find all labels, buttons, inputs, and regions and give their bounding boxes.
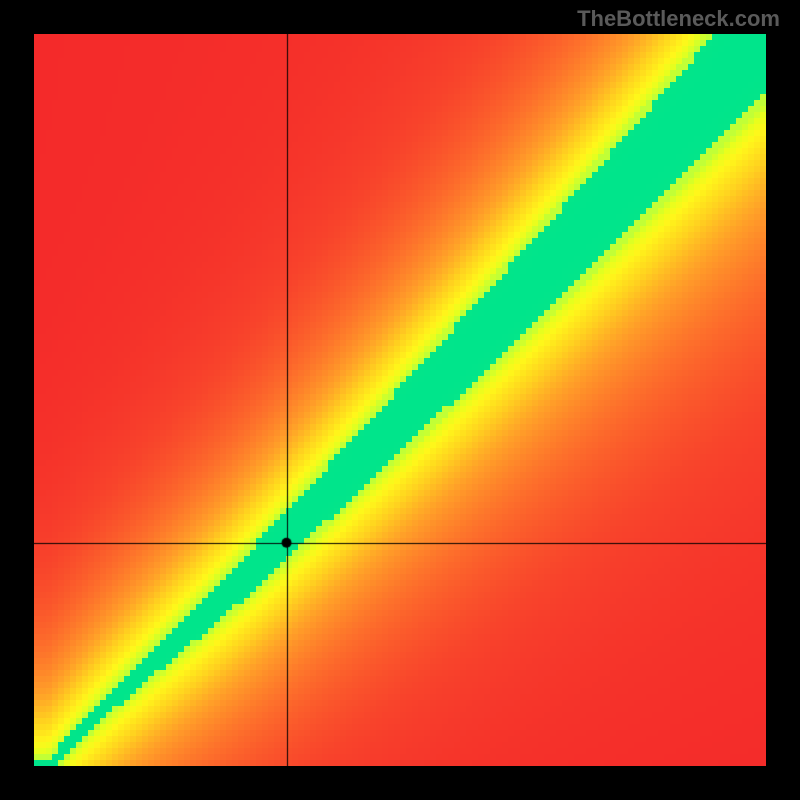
- bottleneck-heatmap: [34, 34, 766, 766]
- chart-container: TheBottleneck.com: [0, 0, 800, 800]
- source-watermark: TheBottleneck.com: [577, 6, 780, 32]
